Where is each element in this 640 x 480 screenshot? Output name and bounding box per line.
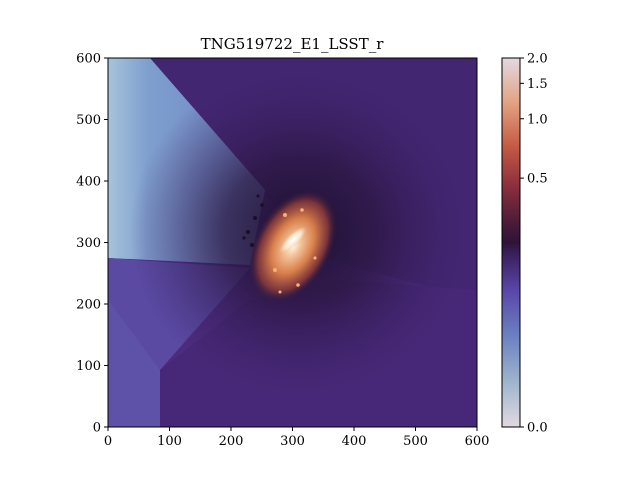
y-tick-label: 600 <box>76 52 101 67</box>
colorbar-axis: 0.0 0.5 1.0 1.5 2.0 <box>520 52 548 436</box>
colorbar-tick-label: 1.0 <box>527 112 548 127</box>
plot-area <box>108 58 477 427</box>
x-tick-label: 100 <box>157 434 182 449</box>
chart-title: TNG519722_E1_LSST_r <box>201 35 385 53</box>
speckles <box>242 194 264 247</box>
x-axis: 0 100 200 300 400 500 600 <box>104 427 490 449</box>
bright-clumps <box>273 208 317 294</box>
x-tick-label: 300 <box>280 434 305 449</box>
galaxy-core <box>279 226 307 254</box>
y-tick-label: 400 <box>76 175 101 190</box>
colorbar-tick-label: 1.5 <box>527 77 548 92</box>
y-tick-label: 500 <box>76 113 101 128</box>
y-tick-label: 100 <box>76 359 101 374</box>
x-tick-label: 600 <box>465 434 490 449</box>
colorbar-tick-label: 2.0 <box>527 52 548 67</box>
x-tick-label: 500 <box>403 434 428 449</box>
colorbar <box>501 57 521 428</box>
y-tick-label: 200 <box>76 298 101 313</box>
y-axis: 0 100 200 300 400 500 600 <box>76 52 108 436</box>
x-tick-label: 0 <box>104 434 112 449</box>
x-tick-label: 200 <box>219 434 244 449</box>
y-tick-label: 300 <box>76 236 101 251</box>
y-tick-label: 0 <box>93 421 101 436</box>
colorbar-tick-label: 0.5 <box>527 172 548 187</box>
lower-left-strip <box>108 300 160 427</box>
colorbar-tick-label: 0.0 <box>527 421 548 436</box>
x-tick-label: 400 <box>342 434 367 449</box>
